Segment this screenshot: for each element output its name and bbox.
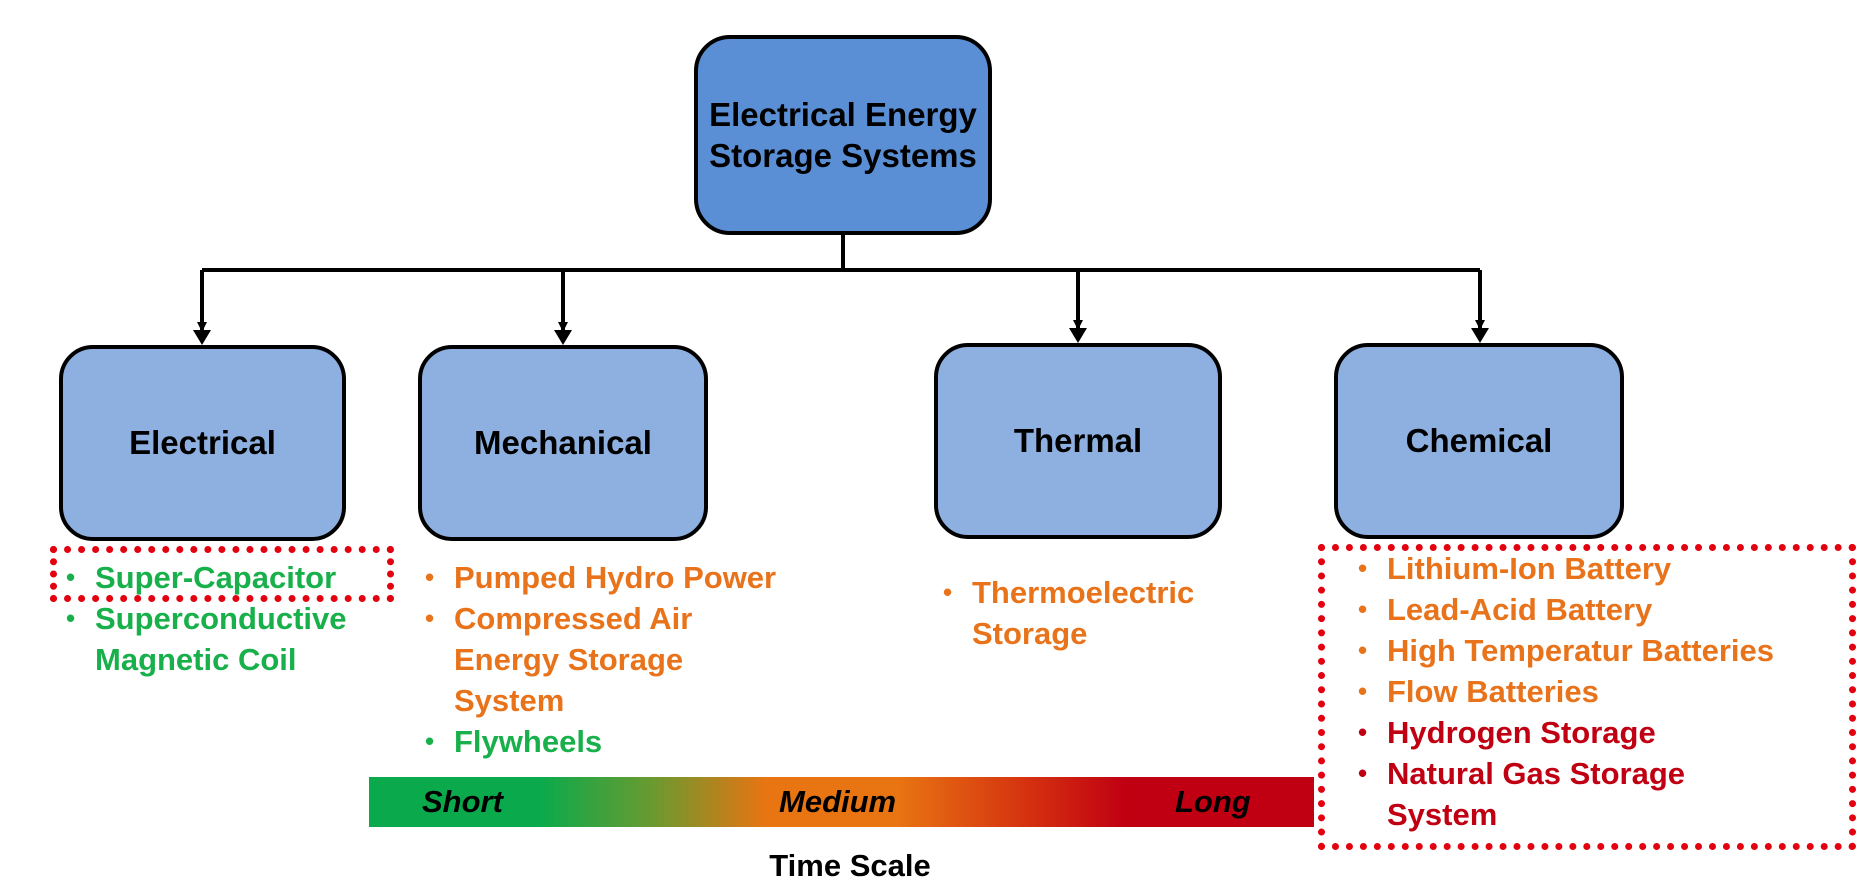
chemical-items-list: Lithium-Ion Battery Lead-Acid Battery Hi… bbox=[1352, 548, 1852, 835]
list-item: Super-Capacitor bbox=[60, 557, 400, 598]
list-item: Hydrogen Storage bbox=[1352, 712, 1852, 753]
highlight-box-super-capacitor bbox=[50, 546, 394, 602]
highlight-box-chemical-items bbox=[1318, 544, 1856, 850]
electrical-items-list: Super-Capacitor Superconductive Magnetic… bbox=[60, 557, 400, 680]
time-scale-title: Time Scale bbox=[769, 848, 931, 883]
category-chemical-label: Chemical bbox=[1405, 422, 1553, 459]
list-item: Pumped Hydro Power bbox=[419, 557, 839, 598]
list-item: Lead-Acid Battery bbox=[1352, 589, 1852, 630]
mechanical-items-list: Pumped Hydro Power Compressed Air Energy… bbox=[419, 557, 839, 762]
thermal-items-list: Thermoelectric Storage bbox=[937, 572, 1257, 654]
list-item: Flow Batteries bbox=[1352, 671, 1852, 712]
time-scale-bar: Short Medium Long bbox=[369, 777, 1314, 827]
arrowhead-chemical bbox=[1471, 328, 1489, 343]
category-electrical-label: Electrical bbox=[129, 424, 276, 461]
category-mechanical: Mechanical bbox=[418, 345, 708, 541]
category-electrical: Electrical bbox=[59, 345, 346, 541]
category-thermal: Thermal bbox=[934, 343, 1222, 539]
root-label-line2: Storage Systems bbox=[709, 137, 977, 174]
list-item: Lithium-Ion Battery bbox=[1352, 548, 1852, 589]
category-mechanical-label: Mechanical bbox=[474, 424, 652, 461]
time-scale-medium-label: Medium bbox=[779, 784, 897, 819]
list-item: Natural Gas Storage System bbox=[1352, 753, 1747, 835]
list-item: Superconductive Magnetic Coil bbox=[60, 598, 395, 680]
list-item: High Temperatur Batteries bbox=[1352, 630, 1852, 671]
arrowhead-mechanical bbox=[554, 330, 572, 345]
list-item: Compressed Air Energy Storage System bbox=[419, 598, 704, 721]
root-label-line1: Electrical Energy bbox=[709, 96, 977, 133]
time-scale-short-label: Short bbox=[422, 784, 503, 819]
root-node: Electrical Energy Storage Systems bbox=[694, 35, 992, 235]
arrowhead-electrical bbox=[193, 330, 211, 345]
time-scale-long-label: Long bbox=[1175, 784, 1251, 819]
category-thermal-label: Thermal bbox=[1013, 422, 1143, 459]
arrowhead-thermal bbox=[1069, 328, 1087, 343]
category-chemical: Chemical bbox=[1334, 343, 1624, 539]
list-item: Thermoelectric Storage bbox=[937, 572, 1232, 654]
list-item: Flywheels bbox=[419, 721, 839, 762]
root-label: Electrical Energy Storage Systems bbox=[709, 94, 977, 176]
